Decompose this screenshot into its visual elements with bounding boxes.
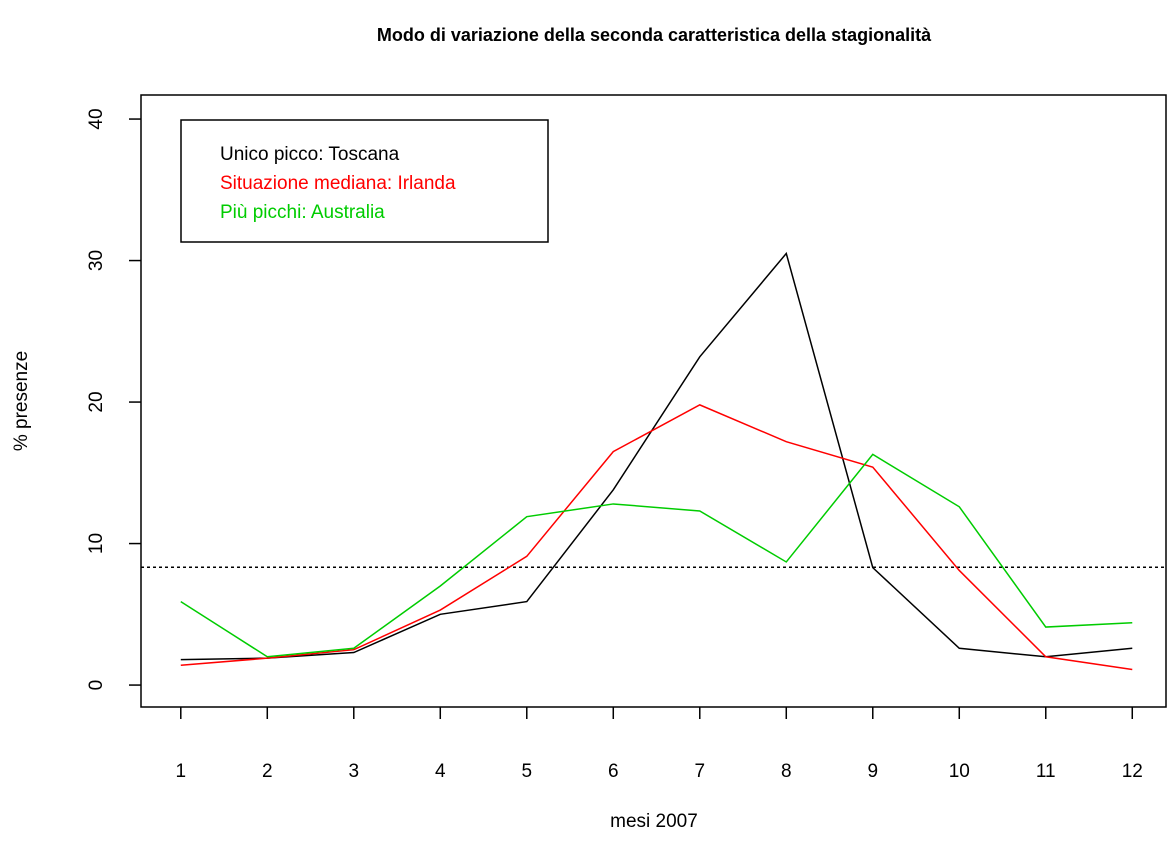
plot-frame	[140, 94, 1167, 708]
x-tick-label: 12	[1122, 761, 1143, 782]
y-axis-label: % presenze	[11, 351, 32, 451]
x-tick-label: 4	[435, 761, 446, 782]
x-tick-label: 3	[348, 761, 359, 782]
y-tick-label: 0	[86, 680, 107, 691]
x-axis-label: mesi 2007	[610, 811, 698, 832]
legend-entry: Più picchi: Australia	[220, 202, 385, 223]
x-tick-label: 6	[608, 761, 619, 782]
y-tick-label: 10	[86, 533, 107, 554]
x-tick-label: 1	[175, 761, 186, 782]
y-tick-label: 30	[86, 250, 107, 271]
x-tick-label: 10	[949, 761, 970, 782]
series-line	[180, 453, 1133, 658]
chart-title: Modo di variazione della seconda caratte…	[377, 25, 932, 45]
x-tick-label: 9	[867, 761, 878, 782]
legend-entry: Unico picco: Toscana	[220, 144, 400, 165]
series-line	[180, 404, 1133, 671]
legend-box	[180, 119, 549, 243]
series-line	[180, 251, 1133, 661]
x-tick-label: 5	[521, 761, 532, 782]
y-tick-label: 20	[86, 391, 107, 412]
y-tick-label: 40	[86, 108, 107, 129]
x-tick-label: 2	[262, 761, 273, 782]
x-tick-label: 11	[1036, 761, 1056, 782]
x-tick-label: 7	[694, 761, 705, 782]
x-tick-label: 8	[781, 761, 792, 782]
legend-entry: Situazione mediana: Irlanda	[220, 173, 456, 194]
